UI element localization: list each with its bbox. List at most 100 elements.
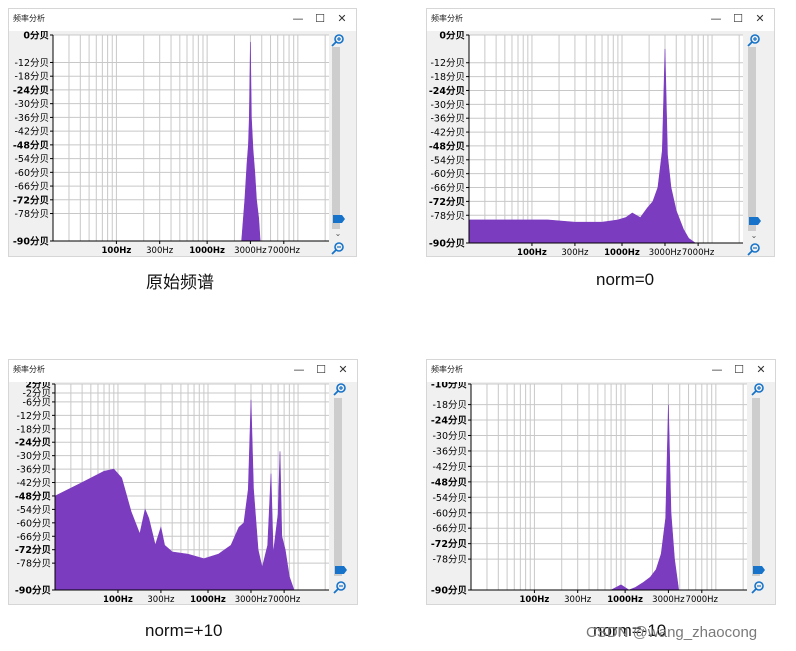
x-tick-label: 300Hz xyxy=(561,248,589,258)
vertical-zoom-bar xyxy=(749,382,767,606)
spectrum-area xyxy=(54,399,295,591)
analysis-window-original: 频率分析 — ☐ ✕ 0分贝 -12分贝 -18分贝 -24分贝 -30分贝 -36分贝 -… xyxy=(8,8,357,257)
scroll-down-arrow[interactable]: ⌄ xyxy=(750,231,758,240)
spectrum-area xyxy=(468,48,697,244)
analysis-window-norm0: 频率分析 — ☐ ✕ 0分贝 -12分贝 -18分贝 -24分贝 -30分贝 -36分贝 -… xyxy=(426,8,776,258)
y-tick-label: -12分贝 xyxy=(14,58,49,69)
x-tick-label: 3000Hz xyxy=(235,595,268,605)
scroll-down-arrow[interactable]: ⌄ xyxy=(334,229,342,238)
minimize-button[interactable]: — xyxy=(710,12,722,25)
maximize-button[interactable]: ☐ xyxy=(315,12,325,25)
close-button[interactable]: ✕ xyxy=(756,363,766,376)
zoom-in-icon[interactable] xyxy=(751,382,765,396)
y-tick-label: -42分贝 xyxy=(14,127,49,138)
close-button[interactable]: ✕ xyxy=(337,12,347,25)
caption-norm0: norm=0 xyxy=(596,270,655,289)
y-tick-label: -48分贝 xyxy=(431,476,467,488)
y-tick-label: -42分贝 xyxy=(16,478,51,489)
slider-handle[interactable] xyxy=(749,217,761,225)
plot-panel: 2分贝 -2分贝 -6分贝 -12分贝 -18分贝 -24分贝 -30分贝 -36分贝 -42分… xyxy=(9,382,359,606)
slider-handle[interactable] xyxy=(333,215,345,223)
spectrum-plot[interactable]: 0分贝-12分贝-18分贝-24分贝-30分贝-36分贝-42分贝-48分贝-5… xyxy=(9,31,358,258)
y-tick-label: -54分贝 xyxy=(14,154,49,165)
close-button[interactable]: ✕ xyxy=(338,363,348,376)
spectrum-plot[interactable]: 2分贝-2分贝-6分贝 -12分贝 -18分贝 -24分贝 -30分贝 -36分贝 -42分… xyxy=(9,382,359,606)
slider-handle[interactable] xyxy=(335,566,347,574)
close-button[interactable]: ✕ xyxy=(755,12,765,25)
minimize-button[interactable]: — xyxy=(711,363,723,376)
plot-area xyxy=(469,35,743,243)
y-tick-label: -18分贝 xyxy=(14,72,49,83)
window-title: 频率分析 xyxy=(13,14,45,23)
y-tick-label: -90分贝 xyxy=(15,585,51,597)
scroll-thumb[interactable] xyxy=(334,398,342,576)
x-tick-label: 100Hz xyxy=(102,246,132,256)
y-tick-label: -66分贝 xyxy=(430,183,465,194)
x-tick-label: 7000Hz xyxy=(686,595,719,605)
y-tick-label: -90分贝 xyxy=(431,585,467,597)
watermark: CSDN @wang_zhaocong xyxy=(586,624,758,641)
y-tick-label: -54分贝 xyxy=(16,505,51,516)
y-tick-label: -2分贝 xyxy=(23,388,51,399)
maximize-button[interactable]: ☐ xyxy=(316,363,326,376)
zoom-out-icon[interactable] xyxy=(751,580,765,594)
title-bar[interactable]: 频率分析 — ☐ ✕ xyxy=(427,360,775,382)
x-tick-label: 100Hz xyxy=(517,248,547,258)
y-tick-label: -66分贝 xyxy=(432,524,467,535)
y-tick-label: -72分贝 xyxy=(13,194,49,206)
minimize-button[interactable]: — xyxy=(292,12,304,25)
vertical-zoom-bar: ⌃ ⌄ xyxy=(745,31,763,258)
y-tick-label: -54分贝 xyxy=(432,493,467,504)
scroll-thumb[interactable] xyxy=(748,47,756,231)
slider-handle[interactable] xyxy=(753,566,765,574)
title-bar[interactable]: 频率分析 — ☐ ✕ xyxy=(9,9,356,31)
plot-panel: 0分贝 -12分贝 -18分贝 -24分贝 -30分贝 -36分贝 -42分贝 -48分贝 -5… xyxy=(9,31,356,256)
y-tick-label: -30分贝 xyxy=(14,99,49,110)
y-tick-label: 2分贝 xyxy=(25,382,51,391)
maximize-button[interactable]: ☐ xyxy=(733,12,743,25)
analysis-window-norm-plus10: 频率分析 — ☐ ✕ 2分贝 -2分贝 -6分贝 -12分贝 -18分贝 -24分贝 -30… xyxy=(8,359,358,605)
zoom-out-icon[interactable] xyxy=(331,241,345,255)
x-tick-label: 300Hz xyxy=(564,595,592,605)
scroll-thumb[interactable] xyxy=(332,47,340,229)
plot-panel: 0分贝 -12分贝 -18分贝 -24分贝 -30分贝 -36分贝 -42分贝 -48分贝 -5… xyxy=(427,31,776,258)
x-tick-label: 300Hz xyxy=(146,246,174,256)
y-tick-label: -66分贝 xyxy=(16,532,51,543)
y-tick-label: -90分贝 xyxy=(429,238,465,250)
y-tick-label: -78分贝 xyxy=(430,211,465,222)
x-tick-label: 100Hz xyxy=(103,595,133,605)
y-tick-label: -90分贝 xyxy=(13,236,49,248)
y-tick-label: -60分贝 xyxy=(430,169,465,180)
y-tick-label: -54分贝 xyxy=(430,155,465,166)
zoom-in-icon[interactable] xyxy=(747,33,761,47)
title-bar[interactable]: 频率分析 — ☐ ✕ xyxy=(9,360,357,382)
x-tick-label: 1000Hz xyxy=(604,248,640,258)
y-tick-label: -72分贝 xyxy=(15,544,51,556)
y-tick-label: -48分贝 xyxy=(13,139,49,151)
zoom-out-icon[interactable] xyxy=(333,580,347,594)
y-tick-label: -18分贝 xyxy=(16,424,51,435)
spectrum-plot[interactable]: -10分贝 -18分贝 -24分贝 -30分贝 -36分贝 -42分贝 -48分贝 -54分贝… xyxy=(427,382,777,606)
y-tick-label: -66分贝 xyxy=(14,182,49,193)
window-title: 频率分析 xyxy=(431,365,463,374)
y-tick-label: -18分贝 xyxy=(432,400,467,411)
y-tick-label: -72分贝 xyxy=(431,538,467,550)
zoom-in-icon[interactable] xyxy=(333,382,347,396)
scroll-thumb[interactable] xyxy=(752,398,760,576)
maximize-button[interactable]: ☐ xyxy=(734,363,744,376)
spectrum-plot[interactable]: 0分贝-12分贝-18分贝-24分贝-30分贝-36分贝-42分贝-48分贝-5… xyxy=(427,31,776,258)
y-tick-label: -10分贝 xyxy=(431,382,467,391)
x-tick-label: 3000Hz xyxy=(234,246,267,256)
zoom-out-icon[interactable] xyxy=(747,242,761,256)
y-tick-label: -60分贝 xyxy=(16,518,51,529)
vertical-zoom-bar: ⌃ ⌄ xyxy=(329,31,347,258)
y-tick-label: -36分贝 xyxy=(432,446,467,457)
y-tick-label: -60分贝 xyxy=(432,508,467,519)
minimize-button[interactable]: — xyxy=(293,363,305,376)
x-tick-label: 7000Hz xyxy=(268,595,301,605)
y-tick-label: -30分贝 xyxy=(16,451,51,462)
title-bar[interactable]: 频率分析 — ☐ ✕ xyxy=(427,9,774,31)
y-tick-label: -78分贝 xyxy=(16,559,51,570)
x-tick-label: 7000Hz xyxy=(268,246,301,256)
zoom-in-icon[interactable] xyxy=(331,33,345,47)
